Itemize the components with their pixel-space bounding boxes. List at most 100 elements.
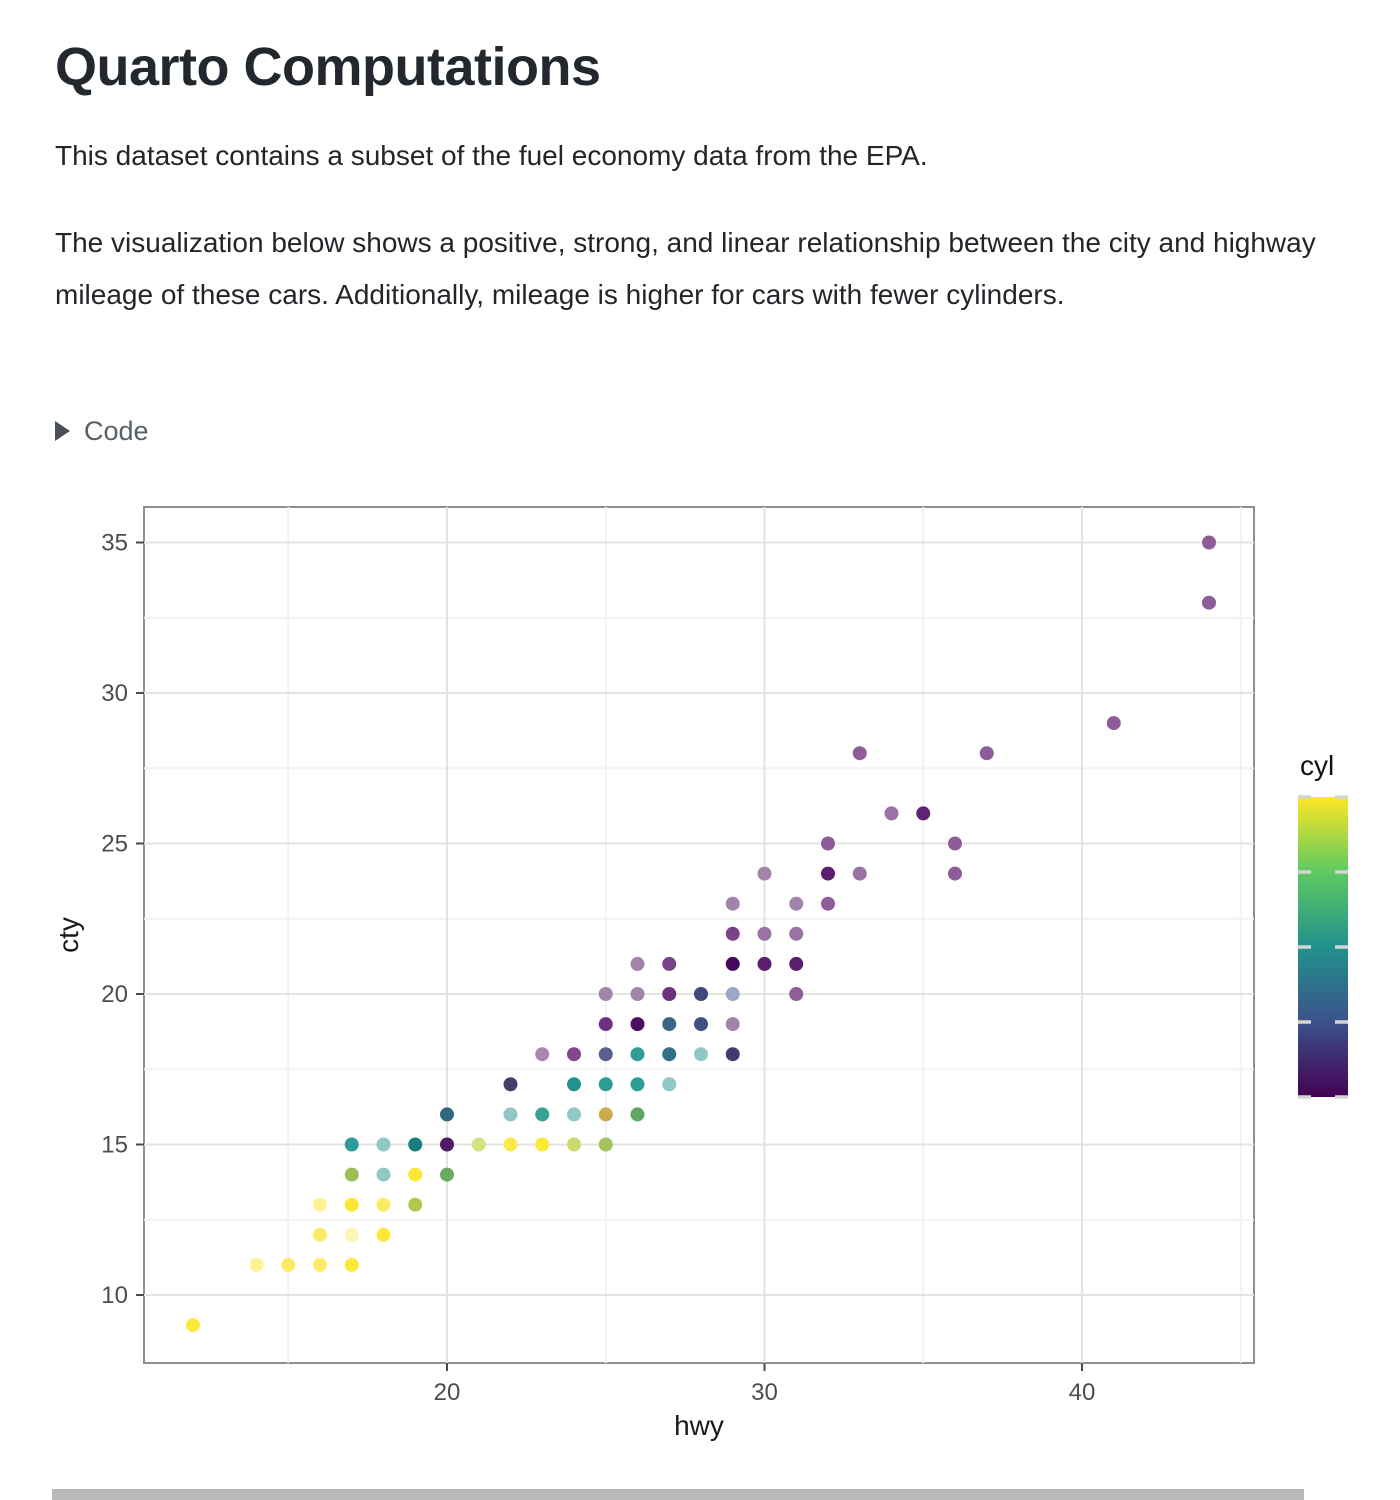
data-point [408, 1197, 423, 1212]
data-point [344, 1257, 359, 1272]
data-point [630, 1017, 645, 1032]
data-point [408, 1167, 423, 1182]
data-point [408, 1137, 423, 1152]
scatter-plot: 10 15 20 25 30 35 20 30 40 hwy cty cyl [53, 506, 1348, 1441]
data-point [598, 1077, 613, 1092]
data-point [725, 896, 740, 911]
data-point [630, 1047, 645, 1062]
x-tick-label: 30 [751, 1379, 778, 1406]
data-point [694, 987, 708, 1001]
x-tick-label: 40 [1069, 1379, 1096, 1406]
data-point [567, 1047, 581, 1062]
data-point [630, 987, 645, 1001]
data-point [598, 1047, 613, 1062]
data-point [1106, 716, 1121, 731]
data-point [725, 1047, 740, 1062]
data-point [503, 1137, 518, 1152]
data-point [471, 1137, 486, 1152]
data-point [789, 987, 804, 1001]
data-point [376, 1197, 391, 1212]
data-point [344, 1137, 359, 1152]
y-tick-label: 10 [101, 1282, 128, 1309]
data-point [376, 1167, 391, 1182]
x-axis-title: hwy [674, 1410, 724, 1441]
data-point [249, 1257, 264, 1272]
data-point [789, 896, 804, 911]
data-point [186, 1318, 200, 1333]
data-point [662, 987, 677, 1001]
data-point [440, 1107, 454, 1122]
data-point [344, 1197, 359, 1212]
data-point [598, 987, 613, 1001]
data-point [535, 1137, 550, 1152]
scatter-plot-figure: 10 15 20 25 30 35 20 30 40 hwy cty cyl [0, 498, 1400, 1473]
data-point [598, 1017, 613, 1032]
code-fold-details: Code [55, 415, 149, 447]
data-point [281, 1257, 296, 1272]
data-point [725, 956, 740, 971]
bottom-divider [52, 1489, 1304, 1500]
x-tick-label: 20 [434, 1379, 461, 1406]
data-point [821, 896, 835, 911]
data-point [852, 746, 867, 761]
data-point [789, 926, 804, 941]
data-point [916, 806, 931, 821]
y-tick-label: 20 [101, 981, 128, 1008]
data-point [313, 1197, 327, 1212]
data-point [1202, 535, 1216, 550]
data-point [821, 836, 835, 851]
data-point [630, 956, 645, 971]
data-point [598, 1137, 613, 1152]
data-point [567, 1077, 581, 1092]
y-axis-title: cty [53, 917, 84, 953]
data-point [757, 866, 772, 881]
data-point [567, 1137, 581, 1152]
intro-paragraph: This dataset contains a subset of the fu… [55, 140, 928, 171]
data-point [694, 1047, 708, 1062]
data-point [440, 1137, 454, 1152]
data-point [630, 1077, 645, 1092]
y-tick-label: 30 [101, 680, 128, 707]
data-point [503, 1107, 518, 1122]
data-point [979, 746, 994, 761]
data-point [440, 1167, 454, 1182]
page-title: Quarto Computations [55, 37, 601, 97]
legend-title: cyl [1300, 750, 1334, 781]
data-point [313, 1257, 327, 1272]
data-point [948, 836, 962, 851]
description-paragraph: The visualization below shows a positive… [55, 227, 1316, 310]
data-point [948, 866, 962, 881]
y-tick-label: 25 [101, 831, 128, 858]
data-point [725, 1017, 740, 1032]
code-fold-label: Code [84, 416, 149, 446]
data-point [503, 1077, 518, 1092]
data-point [376, 1137, 391, 1152]
data-point [1202, 595, 1216, 610]
data-point [344, 1167, 359, 1182]
data-point [757, 926, 772, 941]
data-point [757, 956, 772, 971]
data-point [852, 866, 867, 881]
data-point [662, 1017, 677, 1032]
data-point [725, 926, 740, 941]
data-point [598, 1107, 613, 1122]
data-point [662, 1047, 677, 1062]
data-point [344, 1227, 359, 1242]
data-point [694, 1017, 708, 1032]
data-point [313, 1227, 327, 1242]
data-point [725, 987, 740, 1001]
collapsed-triangle-icon [55, 421, 70, 441]
y-tick-label: 35 [101, 530, 128, 557]
data-point [789, 956, 804, 971]
plot-panel [143, 506, 1255, 1364]
data-point [821, 866, 835, 881]
code-fold-toggle[interactable]: Code [55, 415, 149, 447]
data-point [567, 1107, 581, 1122]
data-point [662, 1077, 677, 1092]
data-point [535, 1047, 550, 1062]
data-point [376, 1227, 391, 1242]
data-point [662, 956, 677, 971]
data-point [535, 1107, 550, 1122]
data-point [884, 806, 899, 821]
y-tick-label: 15 [101, 1132, 128, 1159]
